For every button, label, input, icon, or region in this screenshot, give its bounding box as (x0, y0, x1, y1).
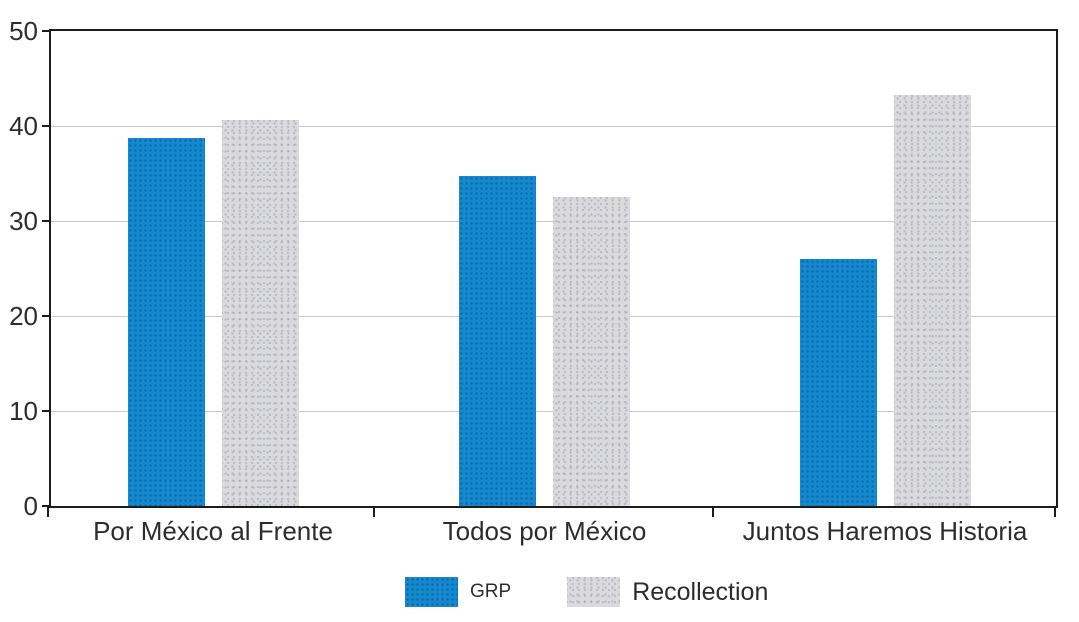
category-label-2: Juntos Haremos Historia (742, 516, 1028, 546)
legend-label-grp: GRP (470, 581, 512, 602)
y-tick-label-10: 10 (9, 396, 38, 426)
y-tick-mark-50 (42, 30, 50, 32)
legend: GRP Recollection (405, 577, 768, 607)
legend-item-recollection: Recollection (567, 577, 768, 607)
y-tick-mark-30 (42, 220, 50, 222)
legend-swatch-recollection (567, 577, 621, 607)
bar-recollection-2 (893, 94, 971, 506)
bar-grp-1 (459, 176, 536, 506)
y-tick-mark-10 (42, 410, 50, 412)
y-tick-mark-40 (42, 125, 50, 127)
x-tick-mark-2 (712, 506, 714, 517)
y-tick-mark-20 (42, 315, 50, 317)
y-tick-label-30: 30 (9, 206, 38, 236)
y-tick-label-40: 40 (9, 111, 38, 141)
x-tick-mark-3 (1054, 506, 1056, 517)
category-label-0: Por México al Frente (93, 516, 333, 546)
plot-area (49, 29, 1058, 508)
legend-swatch-grp (405, 577, 458, 607)
bar-recollection-1 (553, 197, 630, 506)
bar-grp-2 (799, 259, 877, 506)
y-tick-label-20: 20 (9, 301, 38, 331)
category-label-1: Todos por México (442, 516, 647, 546)
legend-label-recollection: Recollection (632, 577, 769, 606)
legend-item-grp: GRP (405, 577, 511, 607)
gridline-40 (51, 125, 1056, 127)
bar-recollection-0 (221, 120, 299, 506)
x-tick-mark-1 (373, 506, 375, 517)
y-tick-mark-0 (42, 505, 50, 507)
bar-grp-0 (127, 138, 205, 506)
y-tick-label-0: 0 (23, 491, 38, 521)
x-tick-mark-0 (47, 506, 49, 517)
y-tick-label-50: 50 (9, 16, 38, 46)
